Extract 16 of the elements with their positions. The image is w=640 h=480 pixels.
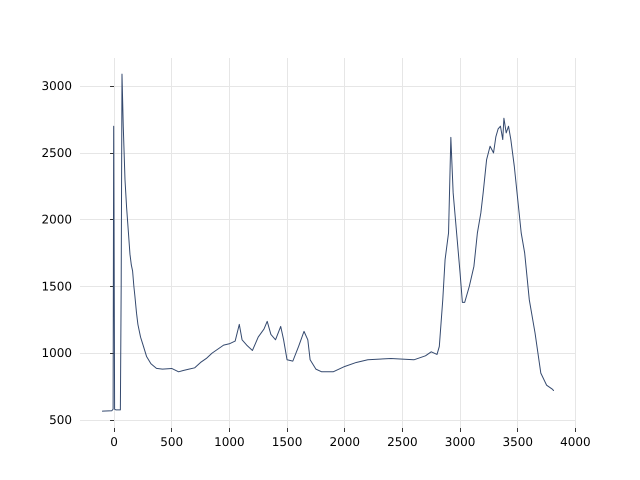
line-series — [102, 74, 554, 412]
y-tick-label: 1500 — [41, 279, 72, 294]
x-tick-label: 2500 — [387, 435, 418, 449]
y-tick-label: 2500 — [41, 146, 72, 160]
x-tick-label: 4000 — [560, 435, 591, 449]
y-tick-label: 2000 — [41, 212, 72, 227]
y-tick-label: 3000 — [41, 79, 72, 94]
x-tick-label: 2000 — [329, 435, 360, 449]
x-tick-label: 3500 — [502, 435, 534, 449]
x-tick-label: 500 — [160, 435, 184, 449]
y-tick-label: 1000 — [41, 346, 72, 360]
x-tick-label: 1500 — [272, 435, 302, 449]
x-tick-label: 3000 — [444, 435, 476, 449]
y-tick-label: 500 — [49, 412, 72, 427]
x-tick-label: 0 — [110, 435, 118, 449]
x-tick-label: 1000 — [214, 435, 245, 449]
